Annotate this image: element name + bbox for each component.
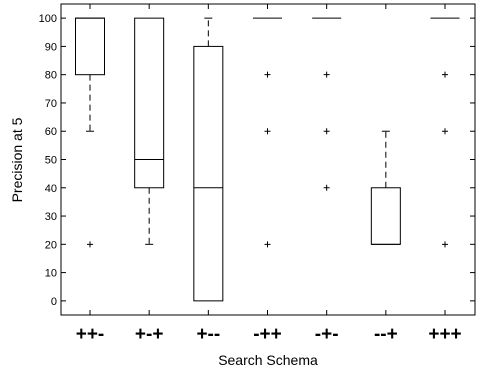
- x-tick-label: +--: [196, 324, 220, 345]
- x-tick-label: ++-: [76, 324, 105, 345]
- outlier-point: [442, 128, 448, 135]
- box-1: [75, 17, 105, 248]
- y-tick-label: 50: [45, 155, 57, 167]
- box-iqr: [134, 17, 165, 189]
- outlier-point: [323, 128, 330, 135]
- y-tick-label: 70: [45, 98, 57, 110]
- box-series: [75, 17, 460, 302]
- y-tick-label: 30: [45, 211, 57, 223]
- x-tick-label: +-+: [135, 324, 164, 345]
- y-tick-label: 10: [45, 268, 57, 280]
- y-axis-label: Precision at 5: [9, 117, 25, 202]
- y-tick-label: 20: [45, 239, 57, 251]
- box-iqr: [370, 187, 401, 245]
- y-tick-label: 90: [45, 41, 57, 53]
- box-7: [430, 17, 460, 248]
- x-tick-label: -+-: [315, 324, 339, 345]
- box-4: [253, 17, 282, 248]
- box-6: [370, 130, 401, 245]
- box-5: [312, 17, 342, 191]
- y-tick-label: 80: [45, 70, 57, 82]
- y-tick-label: 100: [39, 13, 57, 25]
- y-tick-label: 40: [45, 183, 57, 195]
- outlier-point: [264, 241, 271, 248]
- plot-area-frame: [60, 3, 476, 316]
- x-tick-label: +++: [428, 324, 461, 345]
- outlier-point: [442, 71, 448, 78]
- x-tick-label: -++: [253, 324, 282, 345]
- x-axis: ++- +-+ +-- -++ -+- --+ +++: [76, 4, 462, 345]
- outlier-point: [323, 71, 330, 78]
- box-iqr: [75, 17, 105, 76]
- outlier-point: [264, 71, 271, 78]
- x-tick-label: --+: [374, 324, 398, 345]
- y-tick-label: 60: [45, 126, 57, 138]
- box-2: [134, 17, 165, 245]
- outlier-point: [323, 184, 330, 191]
- y-tick-label: 0: [51, 296, 57, 308]
- outlier-point: [264, 128, 271, 135]
- box-3: [193, 17, 224, 302]
- outlier-point: [87, 241, 93, 248]
- box-iqr: [193, 45, 224, 302]
- y-axis: 0 10 20 30 40 50 60 70 80 90 100: [39, 13, 475, 308]
- outlier-point: [442, 241, 448, 248]
- x-axis-label: Search Schema: [218, 352, 318, 368]
